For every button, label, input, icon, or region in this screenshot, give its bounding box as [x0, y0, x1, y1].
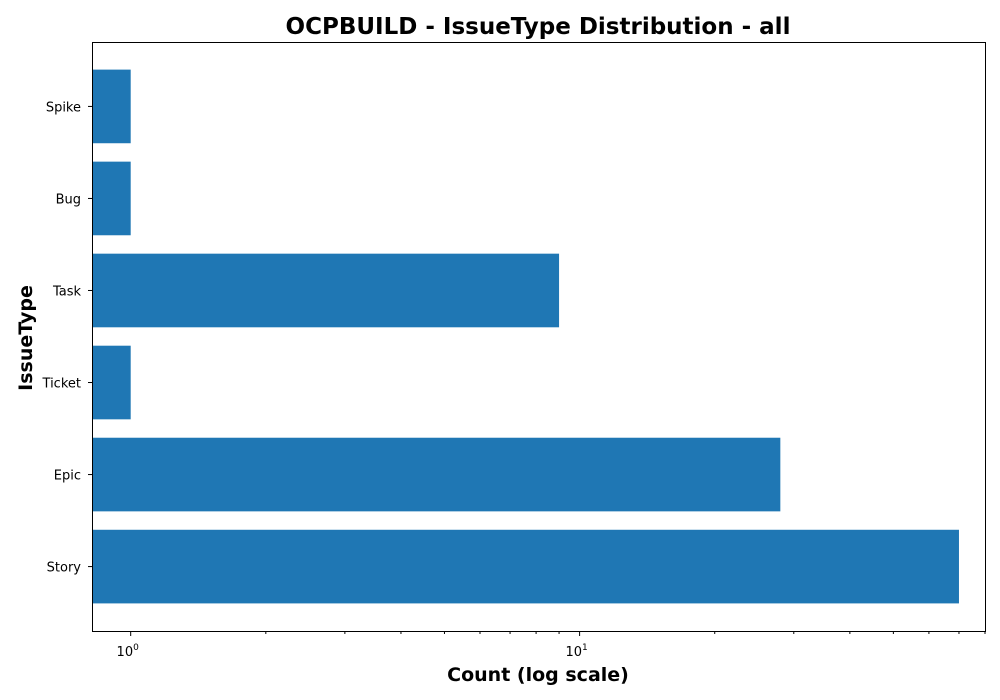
y-tick-label: Task — [52, 284, 82, 299]
x-tick-label: 100 — [117, 643, 140, 660]
bar-story — [92, 529, 959, 604]
bar-ticket — [92, 345, 131, 420]
x-tick-label: 101 — [565, 643, 587, 660]
bar-task — [92, 253, 560, 328]
bar-bug — [92, 161, 131, 236]
bars-group — [92, 69, 959, 604]
y-tick-label: Story — [47, 561, 82, 576]
y-axis-label: IssueType — [15, 285, 37, 391]
y-tick-label: Epic — [54, 469, 81, 484]
bar-epic — [92, 437, 781, 512]
y-tick-label: Ticket — [42, 377, 81, 392]
chart-title: OCPBUILD - IssueType Distribution - all — [286, 14, 791, 40]
y-tick-label: Spike — [46, 100, 81, 115]
x-axis-label: Count (log scale) — [447, 664, 629, 686]
bar-spike — [92, 69, 131, 144]
plot-frame — [92, 42, 986, 632]
y-axis-ticks: Story Epic Ticket Task Bug Spike — [42, 100, 92, 576]
y-tick-label: Bug — [56, 192, 81, 207]
x-axis-ticks: 100 101 — [117, 631, 986, 660]
